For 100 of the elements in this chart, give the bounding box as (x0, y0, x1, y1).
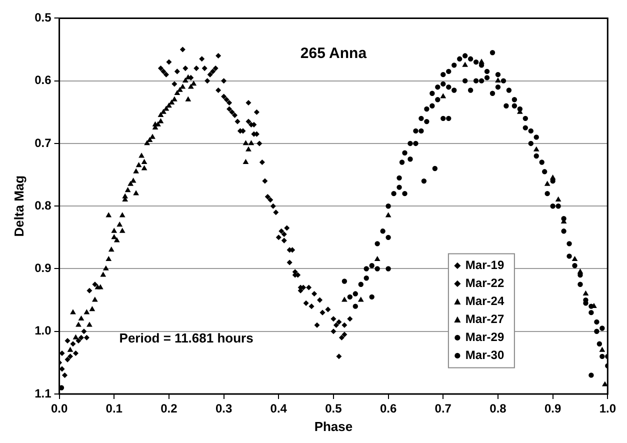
point (572, 263, 578, 268)
point (158, 118, 164, 124)
point (506, 88, 512, 93)
x-tick-label: 0.5 (325, 402, 342, 416)
point (566, 254, 572, 259)
point (504, 103, 509, 108)
point (70, 341, 76, 346)
point (544, 181, 550, 186)
point (534, 134, 539, 140)
point (402, 190, 408, 196)
point (596, 341, 602, 346)
point (84, 310, 90, 314)
point (440, 93, 446, 98)
point (128, 181, 134, 186)
point (76, 338, 82, 344)
point (424, 118, 430, 124)
y-axis-title: Delta Mag (11, 175, 26, 237)
point (111, 228, 117, 233)
point (106, 212, 112, 218)
y-tick-label: 0.7 (34, 136, 52, 150)
point (342, 332, 348, 338)
point (512, 103, 518, 108)
point (534, 146, 540, 152)
point (133, 168, 139, 174)
point (111, 234, 117, 240)
point (330, 328, 336, 334)
point (164, 72, 169, 78)
point (512, 97, 518, 102)
point (462, 62, 468, 67)
point (122, 194, 128, 198)
point (578, 268, 583, 274)
point (528, 128, 534, 134)
point (342, 297, 348, 302)
x-tick-label: 0.9 (544, 402, 562, 416)
point (462, 53, 468, 58)
point (207, 72, 213, 78)
point (432, 166, 438, 172)
point (594, 328, 600, 334)
point (232, 112, 238, 118)
point (160, 109, 166, 114)
point (364, 266, 369, 272)
point (556, 204, 561, 209)
point (588, 310, 594, 316)
point (186, 96, 191, 102)
point (164, 106, 169, 111)
point (325, 306, 331, 312)
point (352, 304, 358, 309)
x-tick-label: 0.1 (106, 402, 123, 416)
point (484, 75, 490, 80)
point (114, 238, 120, 242)
point (446, 68, 452, 74)
point (190, 80, 196, 86)
point (369, 294, 374, 300)
point (336, 354, 342, 360)
point (600, 326, 605, 331)
point (495, 78, 501, 83)
point (528, 140, 534, 146)
point (76, 322, 82, 327)
point (169, 100, 174, 104)
point (317, 297, 322, 303)
point (282, 238, 287, 244)
point (418, 116, 424, 122)
point (495, 84, 501, 90)
point (396, 184, 402, 190)
point (256, 140, 262, 146)
point (125, 187, 130, 192)
point (246, 146, 252, 152)
point (262, 178, 268, 184)
point (342, 278, 348, 284)
point (408, 156, 413, 162)
point (566, 241, 572, 246)
point (221, 94, 226, 100)
point (68, 347, 73, 352)
point (421, 178, 427, 184)
point (260, 160, 265, 165)
point (418, 128, 424, 134)
point (216, 88, 221, 93)
point (430, 90, 435, 96)
point (90, 306, 95, 312)
point (413, 128, 418, 134)
point (402, 150, 408, 156)
point (561, 228, 566, 234)
point (347, 294, 353, 300)
point (278, 228, 284, 234)
point (73, 350, 78, 356)
point (221, 78, 226, 84)
point (62, 372, 68, 378)
point (452, 88, 457, 93)
point (243, 159, 248, 164)
point (70, 310, 76, 314)
point (320, 310, 326, 316)
point (396, 175, 402, 181)
point (78, 335, 84, 340)
point (374, 241, 380, 246)
point (330, 316, 336, 322)
x-tick-label: 0.0 (50, 402, 68, 416)
point (166, 59, 172, 65)
point (130, 178, 136, 183)
legend-label: Mar-30 (465, 348, 504, 362)
point (473, 78, 479, 84)
